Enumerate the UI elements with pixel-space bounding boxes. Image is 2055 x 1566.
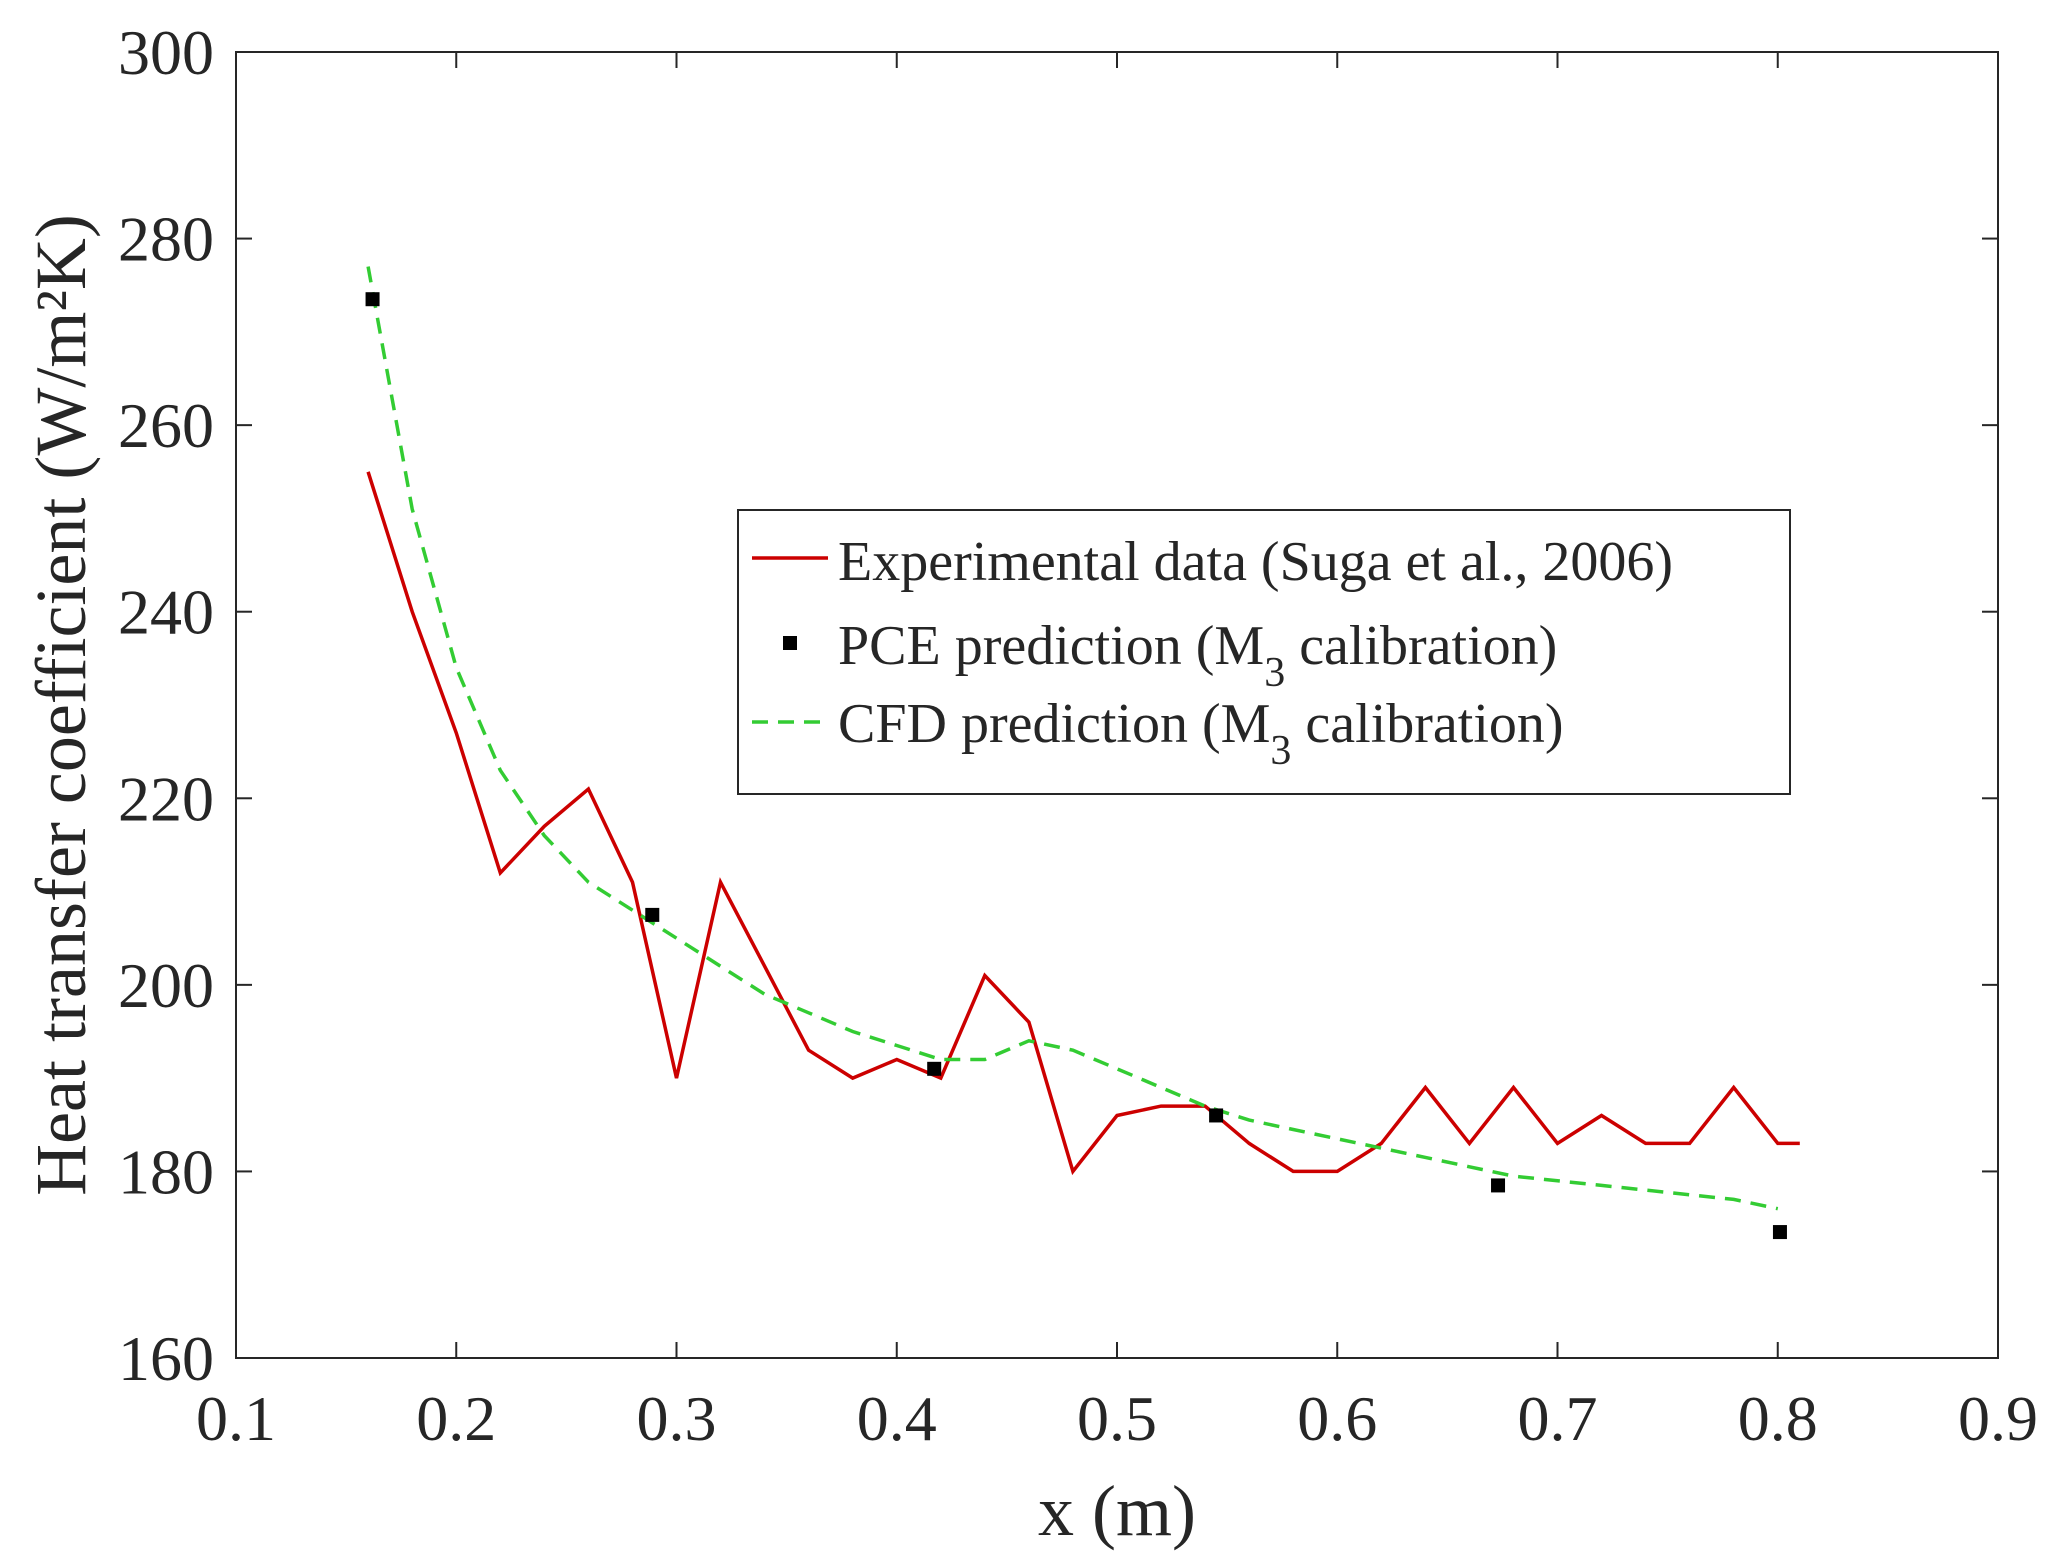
x-tick-label: 0.3 — [637, 1383, 717, 1454]
pce-point — [927, 1061, 942, 1076]
y-tick-label: 180 — [118, 1136, 214, 1207]
y-tick-label: 240 — [118, 577, 214, 648]
legend-cfd-label-tail: calibration) — [1291, 693, 1563, 755]
legend-cfd-label-main: CFD prediction (M — [838, 693, 1270, 755]
x-tick-label: 0.2 — [416, 1383, 496, 1454]
plot-area — [365, 266, 1800, 1240]
y-tick-label: 260 — [118, 390, 214, 461]
legend-pce-label: PCE prediction (M3 calibration) — [838, 615, 1557, 696]
legend-cfd-label-sub: 3 — [1270, 728, 1291, 774]
legend-pce-label-sub: 3 — [1264, 650, 1285, 696]
x-tick-label: 0.8 — [1738, 1383, 1818, 1454]
axes: 0.1 0.2 0.3 0.4 0.5 0.6 0.7 0.8 0.9 160 180 200 220 2… — [21, 17, 2038, 1551]
x-tick-label: 0.9 — [1958, 1383, 2038, 1454]
legend-pce-label-main: PCE prediction (M — [838, 615, 1264, 677]
legend-box — [737, 509, 1791, 795]
x-axis-label: x (m) — [1038, 1471, 1196, 1551]
series-cfd-line — [366, 266, 1779, 1211]
pce-point — [1491, 1178, 1506, 1193]
x-tick-label: 0.5 — [1077, 1383, 1157, 1454]
y-tick-label: 200 — [118, 950, 214, 1021]
pce-point — [365, 292, 380, 307]
series-experimental-line — [366, 471, 1800, 1176]
legend-experimental-label: Experimental data (Suga et al., 2006) — [838, 531, 1673, 593]
y-tick-label: 160 — [118, 1323, 214, 1394]
pce-point — [1772, 1225, 1787, 1240]
y-tick-label: 280 — [118, 204, 214, 275]
pce-point — [1209, 1108, 1224, 1123]
x-tick-label: 0.4 — [857, 1383, 937, 1454]
y-tick-label: 300 — [118, 17, 214, 88]
legend-pce-label-tail: calibration) — [1285, 615, 1557, 677]
x-tick-label: 0.7 — [1518, 1383, 1598, 1454]
pce-point — [645, 907, 660, 922]
x-tick-label: 0.1 — [196, 1383, 276, 1454]
y-axis-label: Heat transfer coefficient (W/m²K) — [21, 214, 101, 1196]
legend-cfd-label: CFD prediction (M3 calibration) — [838, 693, 1564, 774]
legend: Experimental data (Suga et al., 2006) PCE… — [737, 509, 1791, 795]
y-tick-label: 220 — [118, 763, 214, 834]
legend-pce-symbol — [783, 636, 797, 650]
x-tick-label: 0.6 — [1297, 1383, 1377, 1454]
